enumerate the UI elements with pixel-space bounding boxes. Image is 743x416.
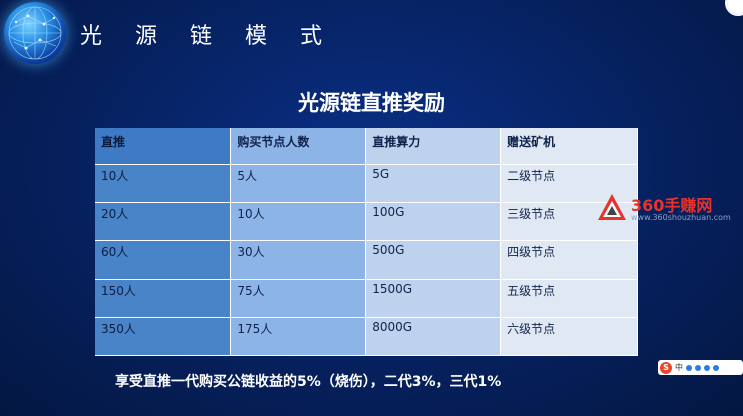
cell-gift-miner: 六级节点 [500,317,638,357]
ime-language-toggle[interactable]: 中 [675,363,683,372]
cell-buyers: 5人 [230,164,367,204]
cell-buyers: 175人 [230,317,367,357]
cell-hashrate: 8000G [365,317,502,357]
cell-buyers: 30人 [230,240,367,280]
corner-decoration [725,0,743,16]
cell-hashrate: 1500G [365,279,502,318]
ime-keyboard-icon[interactable] [704,364,710,371]
cell-direct: 60人 [95,240,232,280]
cell-direct: 10人 [95,164,232,204]
cell-direct: 350人 [95,317,232,357]
cell-direct: 20人 [95,202,232,242]
ime-settings-icon[interactable] [713,364,719,371]
table-row: 150人 75人 1500G 五级节点 [95,279,638,318]
table-row: 60人 30人 500G 四级节点 [95,240,638,280]
cell-hashrate: 100G [365,202,502,242]
table-row: 20人 10人 100G 三级节点 [95,202,638,242]
cell-buyers: 10人 [230,202,367,242]
ime-voice-icon[interactable] [695,364,701,371]
header-hashrate: 直推算力 [365,128,502,165]
reward-note: 享受直推一代购买公链收益的5%（烧伤），二代3%，三代1% [115,374,502,390]
ime-punctuation-icon[interactable] [686,364,692,371]
cell-gift-miner: 四级节点 [500,240,638,280]
ime-logo-icon[interactable]: S [660,361,672,374]
watermark-name: 360手赚网 [631,196,713,215]
header-direct: 直推 [95,128,232,165]
watermark: 360手赚网 www.360shouzhuan.com [597,190,739,230]
watermark-url: www.360shouzhuan.com [631,213,731,222]
ime-toolbar[interactable]: S 中 [658,360,743,375]
header-gift-miner: 赠送矿机 [500,128,638,165]
cell-direct: 150人 [95,279,232,318]
cell-gift-miner: 五级节点 [500,279,638,318]
header-buyers: 购买节点人数 [230,128,367,165]
page-title: 光源链直推奖励 [298,91,445,115]
cell-hashrate: 500G [365,240,502,280]
cell-gift-miner: 二级节点 [500,164,638,204]
watermark-logo-icon [598,194,626,220]
cell-hashrate: 5G [365,164,502,204]
table-header-row: 直推 购买节点人数 直推算力 赠送矿机 [95,128,638,165]
table-row: 350人 175人 8000G 六级节点 [95,317,638,357]
reward-table: 直推 购买节点人数 直推算力 赠送矿机 10人 5人 5G 二级节点 20人 1… [95,128,638,357]
cell-buyers: 75人 [230,279,367,318]
globe-logo [4,2,66,64]
header-title: 光 源 链 模 式 [80,24,335,49]
table-row: 10人 5人 5G 二级节点 [95,164,638,204]
